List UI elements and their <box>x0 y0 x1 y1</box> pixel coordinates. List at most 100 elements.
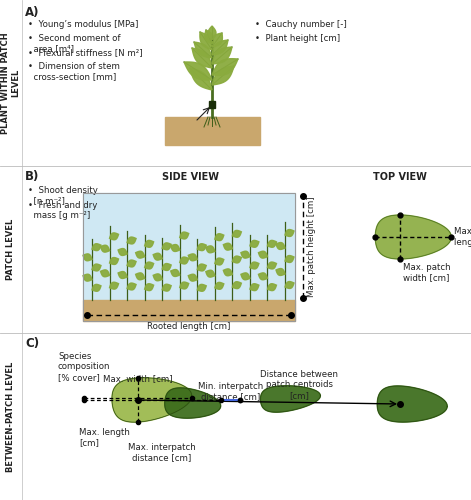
Text: Species
composition
[% cover]: Species composition [% cover] <box>58 352 111 382</box>
Bar <box>83 193 295 321</box>
Polygon shape <box>136 251 145 258</box>
Polygon shape <box>145 240 154 248</box>
Polygon shape <box>118 248 127 256</box>
Polygon shape <box>184 62 212 80</box>
Polygon shape <box>285 230 294 236</box>
Polygon shape <box>190 68 212 90</box>
Polygon shape <box>268 284 276 290</box>
Polygon shape <box>92 244 101 250</box>
Text: •  Shoot density
  [n m⁻²]: • Shoot density [n m⁻²] <box>28 186 98 206</box>
Polygon shape <box>232 282 241 288</box>
Polygon shape <box>197 284 206 292</box>
Polygon shape <box>241 251 250 258</box>
Polygon shape <box>127 283 136 290</box>
Text: Max. width [cm]: Max. width [cm] <box>103 374 173 383</box>
Polygon shape <box>375 215 451 259</box>
Polygon shape <box>136 273 145 280</box>
Text: •  Cauchy number [-]: • Cauchy number [-] <box>255 20 347 29</box>
Polygon shape <box>162 243 171 250</box>
Polygon shape <box>197 244 206 250</box>
Polygon shape <box>285 256 294 262</box>
Polygon shape <box>260 386 320 412</box>
Polygon shape <box>165 388 221 418</box>
Polygon shape <box>259 251 268 258</box>
Polygon shape <box>206 246 215 253</box>
Polygon shape <box>100 245 110 252</box>
Polygon shape <box>211 33 222 47</box>
Polygon shape <box>215 234 224 240</box>
Polygon shape <box>268 262 276 269</box>
Polygon shape <box>232 230 241 237</box>
Polygon shape <box>232 256 241 263</box>
Polygon shape <box>205 30 213 44</box>
Polygon shape <box>110 258 119 264</box>
Text: Max. patch
length [cm]: Max. patch length [cm] <box>455 228 471 246</box>
Polygon shape <box>162 284 171 291</box>
Polygon shape <box>197 264 206 271</box>
Text: Max. patch
width [cm]: Max. patch width [cm] <box>403 263 451 282</box>
Polygon shape <box>92 284 101 292</box>
Polygon shape <box>212 47 232 64</box>
Text: Rooted length [cm]: Rooted length [cm] <box>147 322 231 331</box>
Polygon shape <box>92 264 101 271</box>
Polygon shape <box>171 270 180 276</box>
Polygon shape <box>162 264 171 270</box>
Polygon shape <box>250 262 259 269</box>
Polygon shape <box>180 257 189 264</box>
Text: BETWEEN-PATCH LEVEL: BETWEEN-PATCH LEVEL <box>7 362 16 472</box>
Polygon shape <box>110 233 119 240</box>
Polygon shape <box>250 284 259 290</box>
Text: Min. interpatch
distance [cm]: Min. interpatch distance [cm] <box>197 382 263 402</box>
Polygon shape <box>188 274 197 281</box>
Polygon shape <box>241 273 250 280</box>
Polygon shape <box>276 242 285 250</box>
Polygon shape <box>110 282 119 289</box>
Polygon shape <box>145 262 154 269</box>
Polygon shape <box>208 26 216 40</box>
Polygon shape <box>285 282 294 288</box>
Polygon shape <box>212 40 228 55</box>
Text: Distance between
patch centroids
[cm]: Distance between patch centroids [cm] <box>260 370 338 400</box>
Polygon shape <box>250 240 259 248</box>
Text: SIDE VIEW: SIDE VIEW <box>162 172 219 182</box>
Polygon shape <box>127 260 136 267</box>
Text: Max. length
[cm]: Max. length [cm] <box>79 428 130 448</box>
Text: TOP VIEW: TOP VIEW <box>373 172 427 182</box>
Polygon shape <box>112 378 192 422</box>
Polygon shape <box>223 243 232 250</box>
Polygon shape <box>223 269 232 276</box>
Polygon shape <box>212 58 238 76</box>
Polygon shape <box>200 32 212 50</box>
Bar <box>83 193 295 300</box>
Text: •  Second moment of
  area [m⁴]: • Second moment of area [m⁴] <box>28 34 121 54</box>
Polygon shape <box>83 274 92 281</box>
Text: •  Dimension of stem
  cross-section [mm]: • Dimension of stem cross-section [mm] <box>28 62 120 82</box>
Bar <box>165 117 260 145</box>
Polygon shape <box>206 270 215 277</box>
Polygon shape <box>276 268 285 276</box>
Text: Max. interpatch
distance [cm]: Max. interpatch distance [cm] <box>128 443 195 462</box>
Text: •  Flexural stiffness [N m²]: • Flexural stiffness [N m²] <box>28 48 143 57</box>
Text: PLANT WITHIN PATCH
LEVEL: PLANT WITHIN PATCH LEVEL <box>1 32 21 134</box>
Text: •  Young’s modulus [MPa]: • Young’s modulus [MPa] <box>28 20 138 29</box>
Polygon shape <box>153 253 162 260</box>
Polygon shape <box>259 273 268 280</box>
Bar <box>83 300 295 321</box>
Polygon shape <box>212 66 234 85</box>
Polygon shape <box>145 284 154 290</box>
Polygon shape <box>215 282 224 290</box>
Text: •  Fresh and dry
  mass [g m⁻²]: • Fresh and dry mass [g m⁻²] <box>28 201 97 220</box>
Polygon shape <box>83 254 92 261</box>
Text: C): C) <box>25 337 39 350</box>
Polygon shape <box>118 272 127 278</box>
Polygon shape <box>180 282 189 289</box>
Polygon shape <box>171 244 180 252</box>
Polygon shape <box>215 258 224 265</box>
Polygon shape <box>153 274 162 281</box>
Text: Max. patch height [cm]: Max. patch height [cm] <box>307 196 316 297</box>
Polygon shape <box>188 254 197 261</box>
Polygon shape <box>127 237 136 244</box>
Text: A): A) <box>25 6 40 19</box>
Text: PATCH LEVEL: PATCH LEVEL <box>7 219 16 280</box>
Text: B): B) <box>25 170 40 183</box>
